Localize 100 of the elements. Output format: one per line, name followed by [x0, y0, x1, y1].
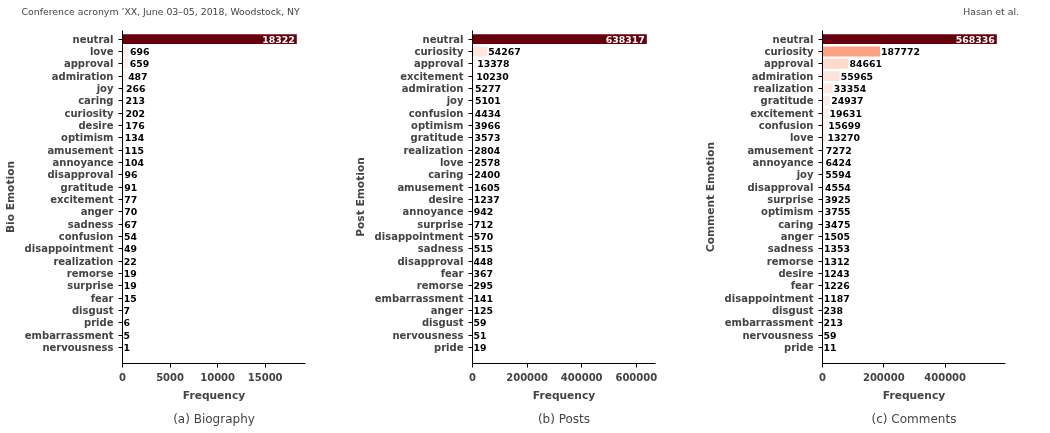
y-tick-label: neutral [72, 33, 114, 45]
y-tick-label: amusement [397, 181, 464, 193]
data-label: 1312 [823, 255, 850, 267]
y-tick-label: desire [78, 119, 114, 131]
text: (b) Posts [537, 411, 591, 426]
x-tick-label: 10000 [200, 371, 236, 383]
text: (c) Comments [871, 411, 957, 426]
data-label: 5594 [825, 169, 852, 181]
y-tick-label: confusion [58, 230, 114, 242]
data-label: 1187 [823, 292, 850, 304]
y-tick-label: love [789, 132, 814, 144]
data-label: 213 [125, 95, 146, 107]
x-axis-title: Frequency [182, 388, 246, 402]
data-label: 3966 [474, 119, 501, 131]
x-tick-label: 0 [119, 371, 127, 383]
y-tick-label: desire [778, 267, 814, 279]
y-tick-label: disappointment [724, 292, 814, 304]
y-tick-label: remorse [66, 267, 114, 279]
data-label: 238 [823, 304, 844, 316]
y-tick-label: surprise [767, 193, 814, 205]
data-label: 1243 [823, 267, 850, 279]
data-label: 1353 [823, 243, 850, 255]
y-tick-label: surprise [67, 280, 114, 292]
y-tick-label: amusement [47, 144, 114, 156]
data-label: 176 [125, 119, 145, 131]
data-label: 19 [123, 280, 137, 292]
data-label: 19 [123, 267, 137, 279]
data-label: 568336 [955, 33, 995, 45]
data-label: 266 [126, 82, 146, 94]
x-tick-label: 15000 [247, 371, 283, 383]
y-tick-label: approval [763, 58, 814, 70]
y-axis-title: Bio Emotion [3, 160, 17, 234]
y-tick-label: caring [78, 95, 114, 107]
data-label: 13270 [827, 132, 861, 144]
data-label: 6424 [825, 156, 852, 168]
data-label: 570 [473, 230, 494, 242]
y-tick-label: love [439, 156, 464, 168]
data-label: 659 [129, 58, 150, 70]
data-label: 104 [124, 156, 145, 168]
y-tick-label: optimism [761, 206, 814, 218]
data-label: 2578 [474, 156, 501, 168]
y-tick-label: neutral [772, 33, 814, 45]
y-tick-label: pride [784, 341, 814, 353]
data-label: 1605 [473, 181, 500, 193]
y-tick-label: embarrassment [24, 329, 114, 341]
y-tick-label: sadness [767, 243, 814, 255]
data-label: 6 [123, 317, 131, 329]
y-tick-label: gratitude [60, 181, 114, 193]
y-tick-label: fear [90, 292, 114, 304]
x-tick-label: 400000 [924, 371, 967, 383]
y-tick-label: remorse [766, 255, 814, 267]
data-label: 51 [473, 329, 487, 341]
data-label: 4554 [824, 181, 852, 193]
x-tick-label: 200000 [506, 371, 549, 383]
data-label: 22 [123, 255, 137, 267]
y-tick-label: curiosity [64, 107, 114, 119]
y-tick-label: disgust [421, 317, 464, 329]
y-tick-label: remorse [416, 280, 464, 292]
data-label: 487 [128, 70, 148, 82]
data-label: 187772 [881, 45, 921, 57]
data-label: 49 [123, 243, 137, 255]
y-tick-label: joy [795, 169, 814, 181]
x-tick-label: 0 [819, 371, 827, 383]
data-label: 115 [124, 144, 145, 156]
data-label: 91 [124, 181, 138, 193]
y-tick-label: disappointment [24, 243, 114, 255]
data-label: 15699 [828, 119, 861, 131]
data-label: 515 [473, 243, 494, 255]
y-tick-label: gratitude [760, 95, 814, 107]
y-tick-label: approval [63, 58, 114, 70]
y-tick-label: anger [780, 230, 814, 242]
x-tick-label: 400000 [560, 371, 603, 383]
data-label: 202 [125, 107, 145, 119]
y-tick-label: realization [403, 144, 464, 156]
data-label: 2400 [474, 169, 501, 181]
data-label: 712 [473, 218, 494, 230]
y-tick-label: disgust [771, 304, 814, 316]
y-tick-label: pride [84, 317, 114, 329]
data-label: 638317 [605, 33, 645, 45]
y-tick-label: love [89, 45, 114, 57]
data-label: 4434 [474, 107, 502, 119]
y-tick-label: desire [428, 193, 464, 205]
data-label: 19 [473, 341, 487, 353]
data-label: 134 [124, 132, 145, 144]
y-tick-label: confusion [408, 107, 464, 119]
y-tick-label: embarrassment [374, 292, 464, 304]
y-tick-label: embarrassment [724, 317, 814, 329]
y-tick-label: excitement [50, 193, 114, 205]
y-tick-label: optimism [61, 132, 114, 144]
y-tick-label: disappointment [374, 230, 464, 242]
data-label: 13378 [477, 58, 510, 70]
y-tick-label: gratitude [410, 132, 464, 144]
data-label: 84661 [849, 58, 882, 70]
y-tick-label: disapproval [397, 255, 464, 267]
data-label: 2804 [474, 144, 501, 156]
y-tick-label: approval [413, 58, 464, 70]
data-label: 33354 [833, 82, 867, 94]
data-label: 1505 [823, 230, 850, 242]
x-axis-title: Frequency [532, 388, 596, 402]
x-tick-label: 600000 [615, 371, 658, 383]
